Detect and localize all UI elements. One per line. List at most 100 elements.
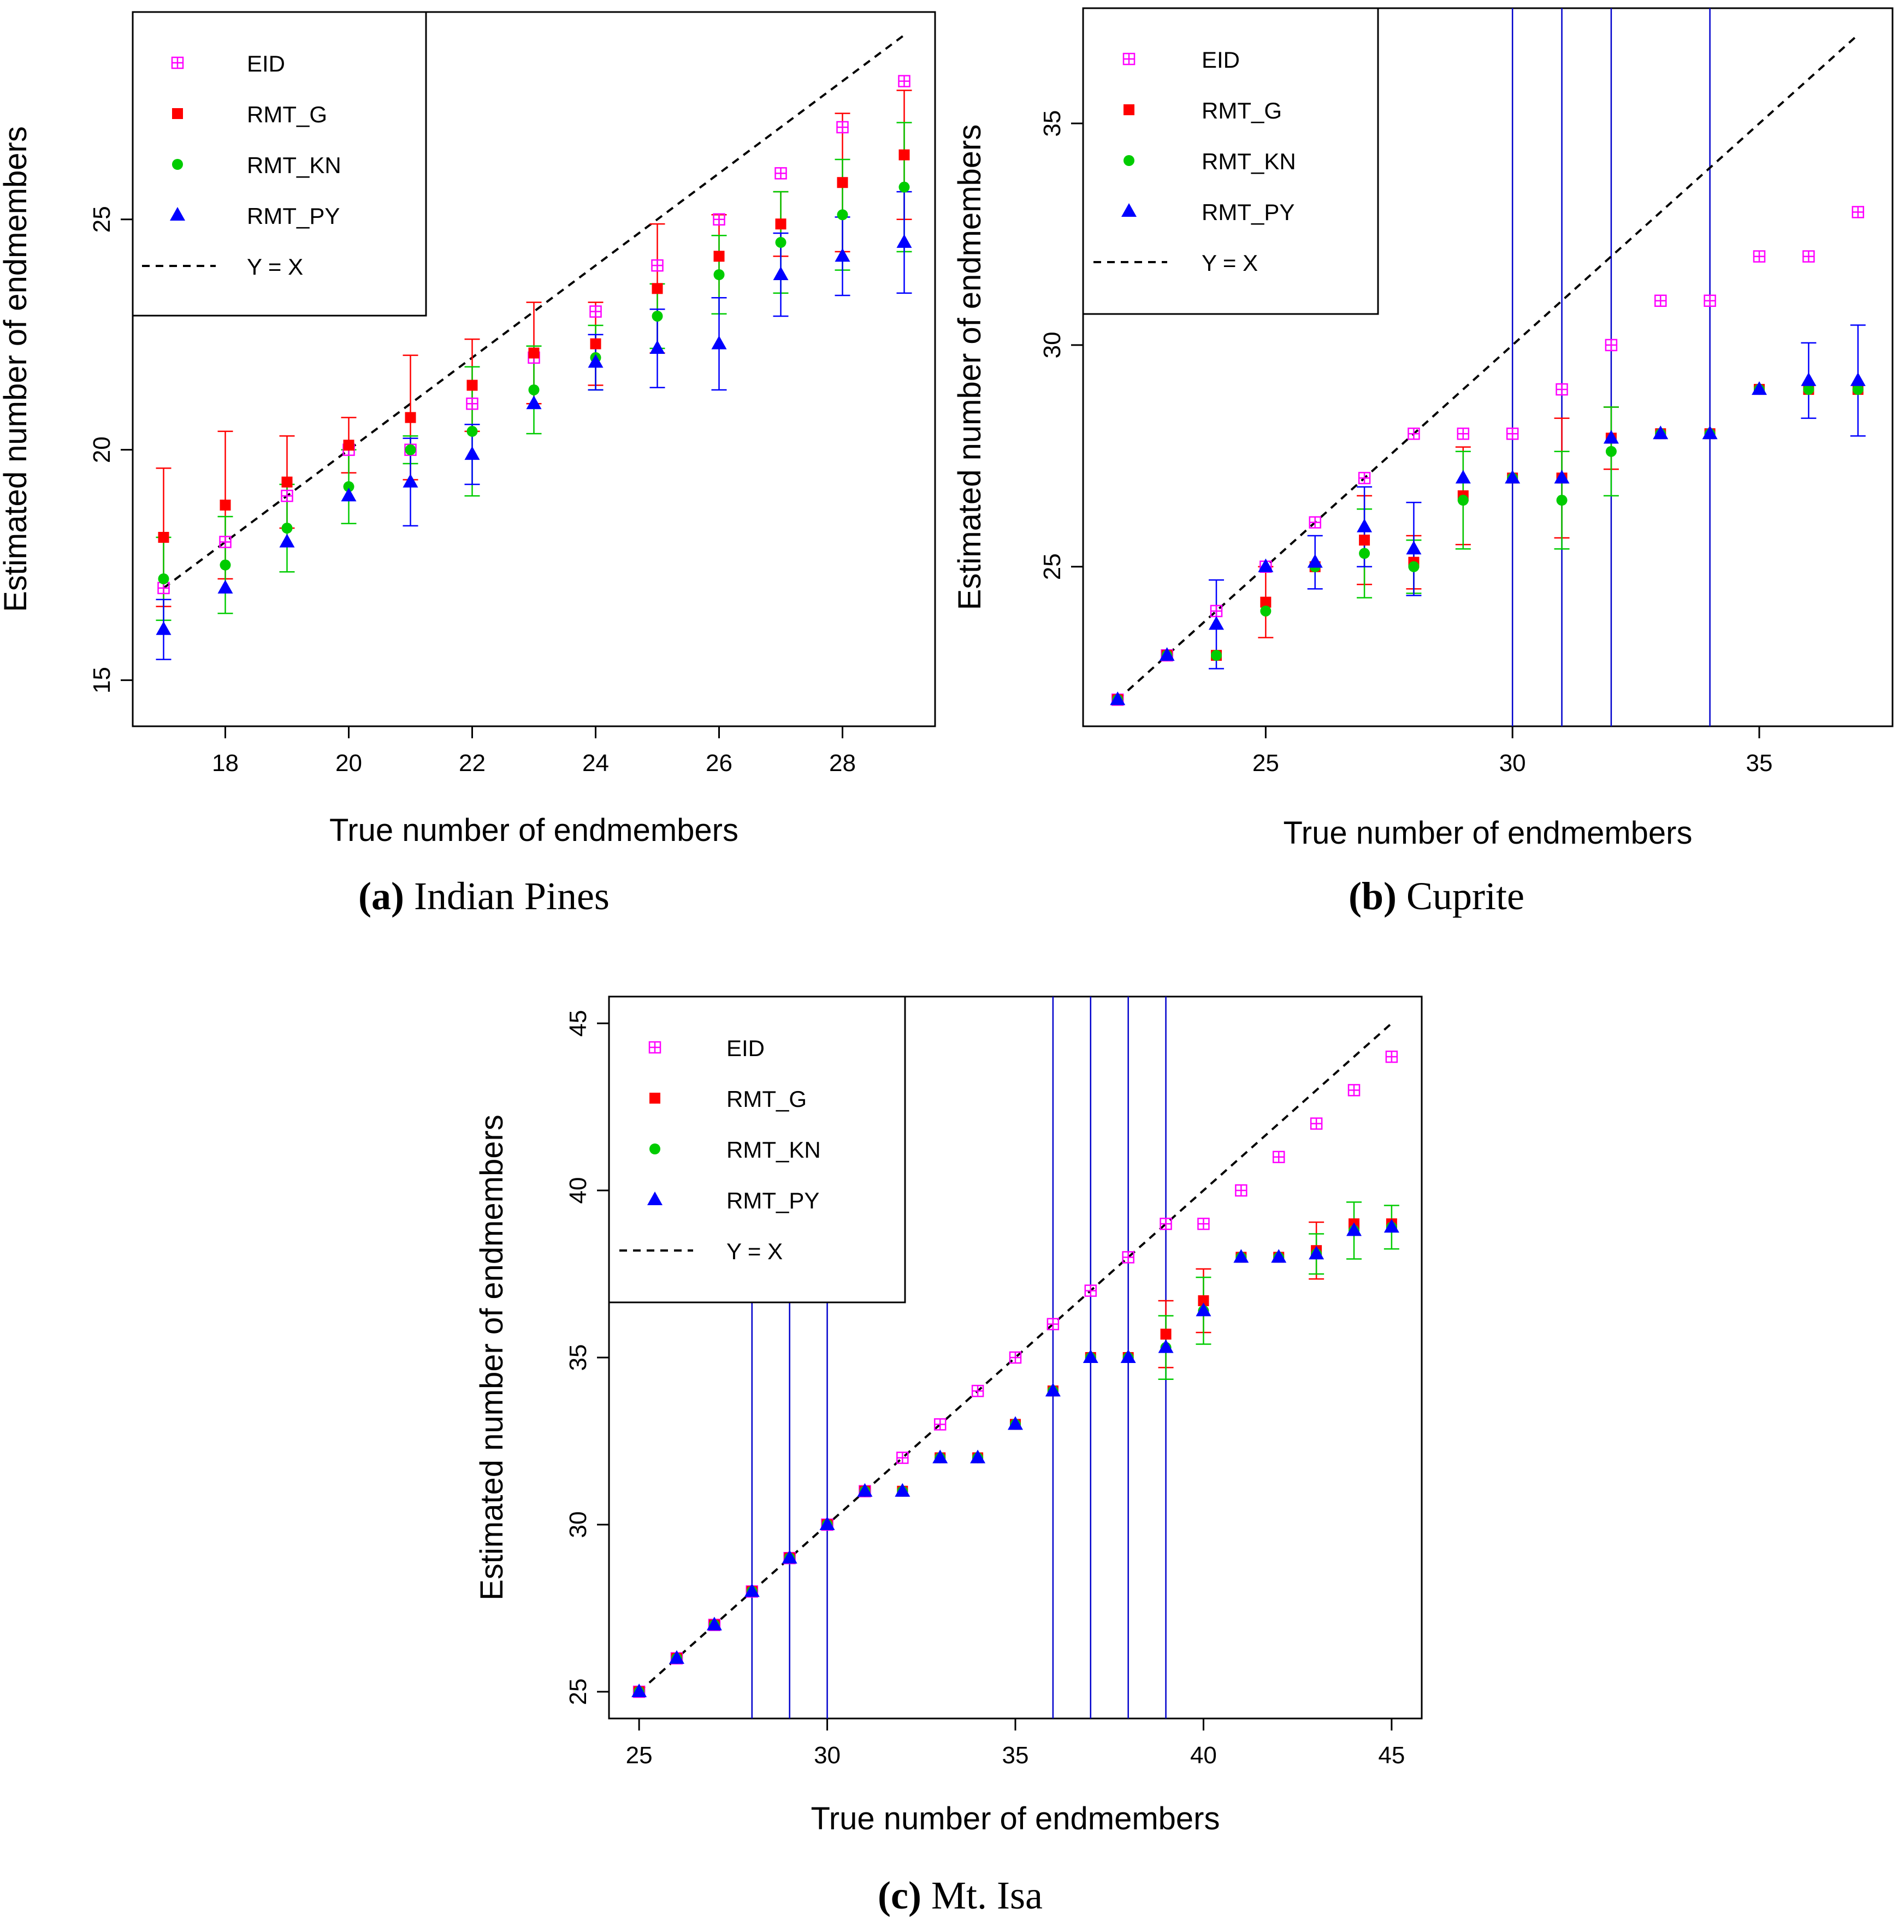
- legend-marker: [649, 1093, 660, 1104]
- markers-rmt-g: [1112, 384, 1864, 706]
- point-rmt-py: [1120, 1349, 1136, 1363]
- point-rmt-py: [341, 488, 357, 502]
- point-rmt-g: [528, 347, 540, 359]
- point-rmt-kn: [1260, 605, 1272, 617]
- point-rmt-py: [1159, 647, 1175, 661]
- legend-item-rmt-g: RMT_G: [1124, 98, 1282, 123]
- legend-marker: [1124, 104, 1134, 115]
- legend-label: RMT_PY: [1202, 199, 1294, 225]
- point-rmt-py: [279, 534, 295, 548]
- point-eid: [589, 305, 602, 318]
- legend-item-y-equals-x: Y = X: [1093, 250, 1258, 276]
- point-rmt-kn: [1408, 561, 1420, 572]
- legend-item-eid: EID: [1122, 47, 1240, 73]
- point-rmt-py: [782, 1550, 797, 1564]
- point-rmt-kn: [1556, 495, 1568, 506]
- legend-marker: [1121, 203, 1137, 217]
- point-rmt-py: [1196, 1302, 1211, 1317]
- point-eid: [466, 398, 478, 410]
- legend: EID RMT_G RMT_KN RMT_PY Y = X: [1082, 7, 1379, 315]
- y-tick-label: 35: [1039, 110, 1066, 137]
- point-rmt-g: [1359, 535, 1370, 546]
- legend-marker: [649, 1143, 660, 1154]
- markers-rmt-py: [631, 1219, 1399, 1698]
- point-rmt-py: [1271, 1249, 1287, 1263]
- point-rmt-py: [1455, 470, 1471, 484]
- point-eid: [1506, 428, 1519, 440]
- point-eid: [896, 1451, 909, 1464]
- point-rmt-py: [857, 1483, 873, 1497]
- point-eid: [1122, 1251, 1134, 1264]
- point-rmt-kn: [1803, 384, 1814, 395]
- point-rmt-kn: [1852, 384, 1864, 395]
- point-rmt-py: [835, 248, 850, 262]
- legend-label: RMT_KN: [247, 152, 341, 178]
- point-eid: [713, 213, 725, 226]
- point-rmt-py: [1383, 1219, 1399, 1233]
- legend-item-eid: EID: [648, 1035, 765, 1061]
- point-rmt-py: [1309, 1246, 1324, 1260]
- point-rmt-py: [1554, 470, 1570, 484]
- point-rmt-kn: [343, 481, 354, 493]
- point-rmt-py: [773, 266, 789, 281]
- point-rmt-kn: [1457, 495, 1469, 506]
- y-tick-label: 35: [565, 1344, 592, 1371]
- legend-label: RMT_PY: [247, 203, 340, 229]
- legend-item-eid: EID: [171, 51, 285, 76]
- point-eid: [774, 167, 787, 180]
- legend-item-y-equals-x: Y = X: [142, 254, 303, 280]
- legend-label: Y = X: [247, 254, 303, 280]
- point-eid: [971, 1384, 984, 1397]
- point-eid: [1457, 428, 1470, 440]
- y-axis-label: Estimated number of endmembers: [952, 125, 988, 611]
- y-tick-label: 40: [565, 1177, 592, 1204]
- legend: EID RMT_G RMT_KN RMT_PY Y = X: [608, 995, 906, 1303]
- x-tick-label: 24: [582, 750, 609, 777]
- x-tick-label: 20: [335, 750, 362, 777]
- legend-item-rmt-py: RMT_PY: [647, 1188, 819, 1213]
- point-eid: [1046, 1318, 1060, 1331]
- x-tick-label: 35: [1746, 750, 1773, 777]
- markers-rmt-py: [1110, 372, 1866, 706]
- point-rmt-py: [1850, 372, 1866, 386]
- point-rmt-py: [1233, 1249, 1249, 1263]
- point-rmt-py: [649, 340, 665, 354]
- point-rmt-py: [896, 234, 912, 248]
- point-rmt-py: [217, 579, 233, 594]
- point-rmt-kn: [220, 559, 231, 571]
- x-tick-label: 18: [212, 750, 239, 777]
- point-rmt-g: [775, 218, 787, 230]
- point-rmt-kn: [158, 573, 169, 584]
- caption-a: (a) Indian Pines: [358, 874, 610, 919]
- point-eid: [1009, 1351, 1022, 1364]
- caption-b: (b) Cuprite: [1349, 874, 1524, 919]
- point-rmt-py: [631, 1684, 647, 1698]
- legend-marker: [172, 159, 183, 170]
- legend-item-rmt-py: RMT_PY: [170, 203, 340, 229]
- legend-label: RMT_PY: [726, 1188, 819, 1213]
- markers-rmt-py: [156, 234, 912, 635]
- plot-frame: [132, 11, 936, 727]
- legend-marker: [172, 108, 183, 119]
- point-rmt-g: [898, 149, 910, 161]
- point-rmt-kn: [1605, 446, 1617, 457]
- legend-marker: [1124, 155, 1134, 166]
- caption-b-text: Cuprite: [1406, 874, 1524, 918]
- y-tick-label: 25: [1039, 553, 1066, 580]
- point-eid: [933, 1418, 947, 1431]
- legend-label: EID: [247, 51, 285, 76]
- point-rmt-py: [744, 1583, 760, 1597]
- series-rmt-kn: [1357, 406, 1619, 598]
- legend-item-rmt-kn: RMT_KN: [649, 1137, 821, 1163]
- point-eid: [1802, 250, 1815, 263]
- caption-a-letter: (a): [358, 874, 404, 918]
- point-rmt-py: [711, 335, 727, 349]
- x-axis-label: True number of endmembers: [329, 813, 738, 848]
- point-rmt-kn: [898, 181, 910, 193]
- point-rmt-g: [652, 283, 663, 294]
- point-eid: [219, 536, 232, 548]
- point-rmt-py: [1653, 425, 1669, 440]
- point-rmt-g: [1260, 596, 1272, 608]
- x-tick-label: 35: [1002, 1742, 1029, 1769]
